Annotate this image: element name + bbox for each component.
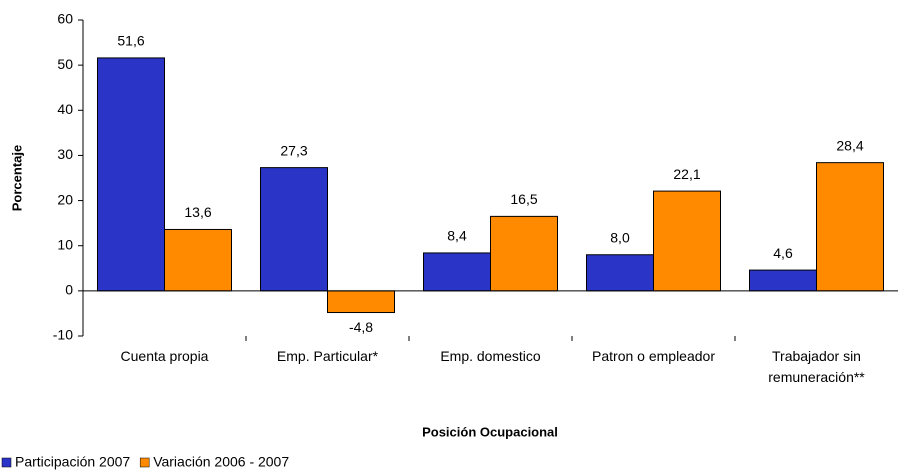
y-tick-label: 50	[57, 56, 73, 72]
x-tick-label: Emp. Particular*	[276, 348, 379, 364]
bar	[490, 215, 558, 292]
value-label: 51,6	[117, 33, 144, 49]
x-tick-label: Emp. domestico	[440, 348, 541, 364]
x-tick-label: Patron o empleador	[592, 348, 715, 364]
value-label: 22,1	[673, 166, 700, 182]
bar	[164, 228, 232, 292]
y-tick-label: 60	[57, 11, 73, 27]
x-axis-title: Posición Ocupacional	[422, 424, 558, 439]
bar	[816, 162, 884, 292]
bar	[586, 254, 654, 292]
legend-label: Participación 2007	[15, 454, 130, 470]
bar	[327, 290, 395, 314]
value-label: 28,4	[836, 137, 863, 153]
y-axis-title: Porcentaje	[9, 145, 24, 211]
bar	[97, 57, 165, 292]
bar	[653, 190, 721, 292]
value-label: 13,6	[184, 204, 211, 220]
y-tick-label: -10	[53, 327, 73, 343]
legend-swatch	[139, 457, 150, 468]
value-label: 16,5	[510, 191, 537, 207]
y-tick-label: 40	[57, 101, 73, 117]
y-tick-label: 20	[57, 191, 73, 207]
legend-swatch	[1, 457, 12, 468]
y-tick-label: 30	[57, 146, 73, 162]
value-label: 8,4	[447, 228, 467, 244]
legend-label: Variación 2006 - 2007	[153, 454, 289, 470]
value-label: 27,3	[280, 142, 307, 158]
value-label: -4,8	[349, 319, 373, 335]
value-label: 4,6	[773, 245, 793, 261]
bar	[423, 252, 491, 292]
y-tick-label: 10	[57, 236, 73, 252]
bar	[260, 167, 328, 292]
x-tick-label: Cuenta propia	[120, 348, 209, 364]
bar	[749, 269, 817, 292]
value-label: 8,0	[610, 229, 630, 245]
x-tick-label: Trabajador sin remuneración**	[768, 348, 865, 385]
y-tick-label: 0	[65, 282, 73, 298]
